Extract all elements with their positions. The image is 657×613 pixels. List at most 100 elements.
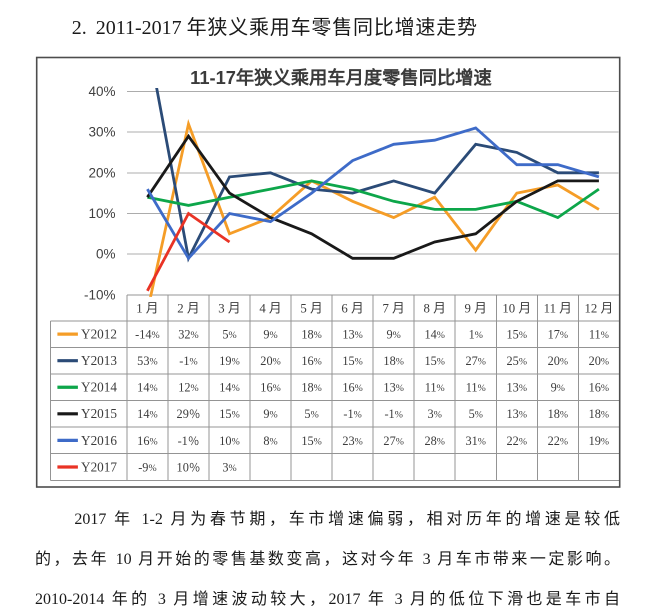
month-header-label: 7 月 xyxy=(382,301,404,315)
table-cell-value: -1% xyxy=(179,354,197,368)
table-cell-value: 18% xyxy=(589,407,609,421)
legend-label-Y2013: Y2013 xyxy=(81,353,117,368)
y-axis-label: 0% xyxy=(96,247,116,262)
table-cell-value: 16% xyxy=(301,354,321,368)
table-cell-value: 20% xyxy=(589,354,609,368)
table-cell-value: 15% xyxy=(342,354,362,368)
table-cell-value: 10% xyxy=(219,434,239,448)
table-cell-value: 5% xyxy=(304,407,318,421)
table-cell-value: 9% xyxy=(551,381,565,395)
table-cell-value: 14% xyxy=(424,327,444,341)
legend-label-Y2017: Y2017 xyxy=(81,459,117,474)
month-header-label: 4 月 xyxy=(259,301,281,315)
table-cell-value: 15% xyxy=(301,434,321,448)
y-axis-label: 20% xyxy=(88,165,115,180)
table-cell-value: 18% xyxy=(383,354,403,368)
table-cell-value: 19% xyxy=(219,354,239,368)
table-cell-value: 16% xyxy=(137,434,157,448)
table-cell-value: 25% xyxy=(507,354,527,368)
series-lines-group xyxy=(146,88,600,297)
y-axis-label: 40% xyxy=(88,84,115,99)
table-cell-value: -1% xyxy=(343,407,361,421)
table-cell-value: 13% xyxy=(383,381,403,395)
table-cell-value: 9% xyxy=(386,327,400,341)
month-header-label: 3 月 xyxy=(218,301,240,315)
table-cell-value: 23% xyxy=(342,434,362,448)
body-paragraph: 2017 年 1-2 月为春节期，车市增速偏弱，相对历年的增速是较低 的，去年 … xyxy=(35,500,620,613)
chart-frame-border xyxy=(35,56,621,488)
table-cell-value: 3% xyxy=(222,460,236,474)
y-axis-label: -10% xyxy=(84,287,116,302)
table-cell-value: -9% xyxy=(138,460,156,474)
series-line-Y2013 xyxy=(155,88,599,263)
section-heading-text: 年狭义乘用车零售同比增速走势 xyxy=(186,17,478,39)
table-cell-value: 29％ xyxy=(177,407,201,421)
series-line-Y2016 xyxy=(146,126,600,261)
table-cell-value: 13% xyxy=(507,381,527,395)
table-cell-value: 18% xyxy=(301,381,321,395)
table-cell-value: 1% xyxy=(469,327,483,341)
y-axis-label: 30% xyxy=(88,125,115,140)
table-cell-value: 19% xyxy=(589,434,609,448)
month-header-label: 5 月 xyxy=(300,301,322,315)
table-cell-value: 5% xyxy=(469,407,483,421)
series-line-Y2014 xyxy=(147,179,600,220)
legend-label-Y2012: Y2012 xyxy=(81,326,117,341)
month-header-label: 2 月 xyxy=(177,301,199,315)
month-header-label: 1 月 xyxy=(136,301,158,315)
table-cell-value: 11% xyxy=(425,381,445,395)
table-cell-value: 8% xyxy=(263,434,277,448)
table-cell-value: 16% xyxy=(589,381,609,395)
series-line-Y2017 xyxy=(146,211,231,292)
table-cell-value: 12% xyxy=(178,381,198,395)
table-cell-value: 15% xyxy=(507,327,527,341)
table-cell-value: 32% xyxy=(178,327,198,341)
table-cell-value: 9% xyxy=(263,407,277,421)
table-cell-value: 16% xyxy=(260,381,280,395)
table-cell-value: 22% xyxy=(548,434,568,448)
table-cell-value: 31% xyxy=(466,434,486,448)
month-header-label: 10 月 xyxy=(502,301,531,315)
table-cell-value: 20% xyxy=(260,354,280,368)
table-cell-value: 9% xyxy=(263,327,277,341)
table-cell-value: 27% xyxy=(383,434,403,448)
legend-label-Y2014: Y2014 xyxy=(81,380,117,395)
section-heading: 2. 2011-2017 年狭义乘用车零售同比增速走势 xyxy=(72,11,478,40)
month-header-label: 9 月 xyxy=(465,301,487,315)
table-cell-value: 14% xyxy=(137,381,157,395)
table-cell-value: 16% xyxy=(342,381,362,395)
month-header-label: 8 月 xyxy=(423,301,445,315)
table-cell-value: 18% xyxy=(548,407,568,421)
table-cell-value: 5% xyxy=(222,327,236,341)
table-cell-value: 28% xyxy=(424,434,444,448)
month-header-label: 12 月 xyxy=(584,301,613,315)
month-header-group: 1 月 2 月 3 月 4 月 5 月 6 月 7 月 8 月 9 月 10 月 11 月 12 月 xyxy=(136,301,613,315)
table-cell-value: 22% xyxy=(507,434,527,448)
table-cell-value: 53% xyxy=(137,354,157,368)
y-axis-label: 10% xyxy=(88,206,115,221)
section-number: 2. xyxy=(71,17,87,39)
table-cell-value: 14% xyxy=(219,381,239,395)
legend-label-Y2015: Y2015 xyxy=(81,406,117,421)
table-cell-value: -1% xyxy=(384,407,402,421)
y-axis-labels-group: 40% 30% 20% 10% 0% -10% xyxy=(84,84,116,302)
table-cell-value: 15% xyxy=(219,407,239,421)
table-cell-value: -1％ xyxy=(178,434,200,448)
series-line-Y2015 xyxy=(146,133,599,260)
table-cell-value: 27% xyxy=(466,354,486,368)
table-values-group: Y2012 -14% 32% 5% 9% 18% 13% 9% 14% 1% 15% 17% 11% Y2… xyxy=(57,326,609,474)
month-header-label: 6 月 xyxy=(341,301,363,315)
table-cell-value: 13% xyxy=(507,407,527,421)
table-cell-value: 10％ xyxy=(177,460,201,474)
paragraph-line-1: 2017 年 1-2 月为春节期，车市增速偏弱，相对历年的增速是较低 xyxy=(74,510,620,528)
table-cell-value: 11% xyxy=(466,381,486,395)
table-cell-value: -14% xyxy=(135,327,160,341)
paragraph-line-2: 的，去年 10 月开始的零售基数变高，这对今年 3 月车市带来一定影响。 xyxy=(35,551,620,569)
legend-label-Y2016: Y2016 xyxy=(81,433,117,448)
table-cell-value: 14% xyxy=(137,407,157,421)
gridlines-group xyxy=(126,90,619,296)
table-cell-value: 11% xyxy=(589,327,609,341)
section-heading-years: 2011-2017 xyxy=(95,17,182,39)
